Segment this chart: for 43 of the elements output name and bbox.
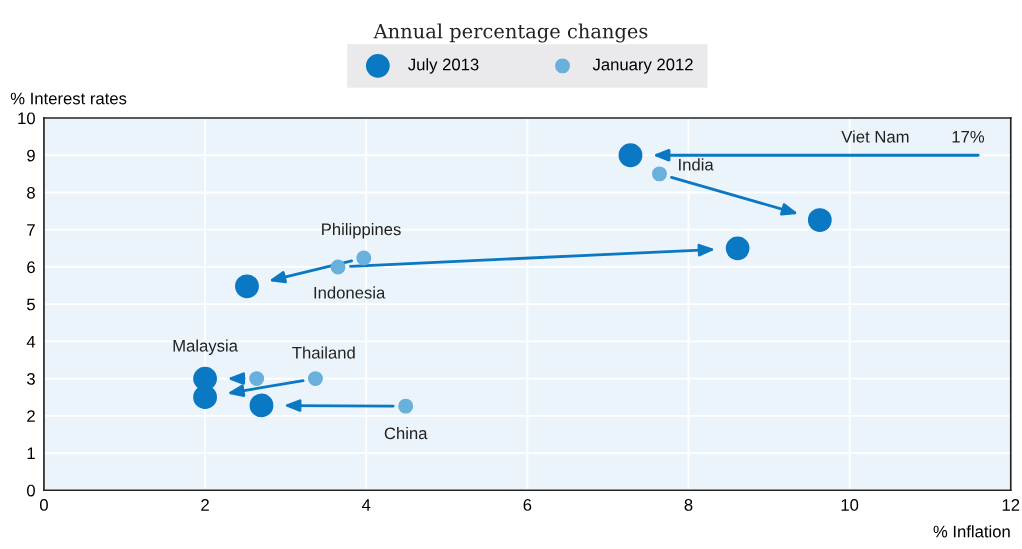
point (249, 393, 274, 418)
point (307, 371, 323, 387)
x-tick-label: 4 (361, 499, 371, 511)
x-tick-label: 10 (841, 499, 859, 511)
chart-title: Annual percentage changes (373, 23, 648, 43)
y-tick-label: 4 (26, 335, 36, 348)
x-tick-label: 6 (523, 499, 532, 511)
y-tick-label: 3 (26, 372, 35, 385)
point (235, 274, 259, 299)
point (356, 250, 372, 266)
y-tick-label: 7 (27, 224, 35, 236)
y-tick-label: 0 (27, 484, 35, 497)
annotation: Thailand (292, 346, 355, 359)
y-tick-label: 9 (27, 149, 35, 162)
x-axis-title: % Inflation (933, 525, 1010, 538)
x-tick-label: 2 (201, 499, 209, 511)
y-tick-label: 8 (27, 186, 35, 199)
y-tick-label: 10 (18, 112, 35, 125)
point (330, 259, 346, 275)
legend-label: July 2013 (408, 58, 479, 74)
x-tick-label: 12 (1002, 499, 1020, 511)
annotation: China (384, 426, 428, 440)
point (725, 236, 750, 261)
legend-label: January 2012 (592, 58, 693, 74)
annotation: Indonesia (314, 286, 386, 299)
annotation: Viet Nam (841, 130, 909, 143)
point (618, 143, 643, 168)
y-axis-title: % Interest rates (10, 92, 127, 105)
annotation: Philippines (322, 223, 401, 239)
x-tick-label: 0 (39, 499, 48, 511)
annotation: India (679, 158, 714, 171)
point (807, 208, 832, 232)
point (398, 398, 414, 414)
point (652, 166, 667, 182)
point (249, 371, 265, 387)
y-tick-label: 6 (27, 261, 35, 274)
annotation: 17% (952, 130, 985, 143)
y-tick-label: 5 (27, 298, 35, 311)
y-tick-label: 1 (27, 447, 35, 460)
annotation: Malaysia (173, 339, 238, 355)
point (193, 385, 217, 410)
x-tick-label: 8 (684, 499, 693, 511)
y-tick-label: 2 (27, 410, 35, 422)
